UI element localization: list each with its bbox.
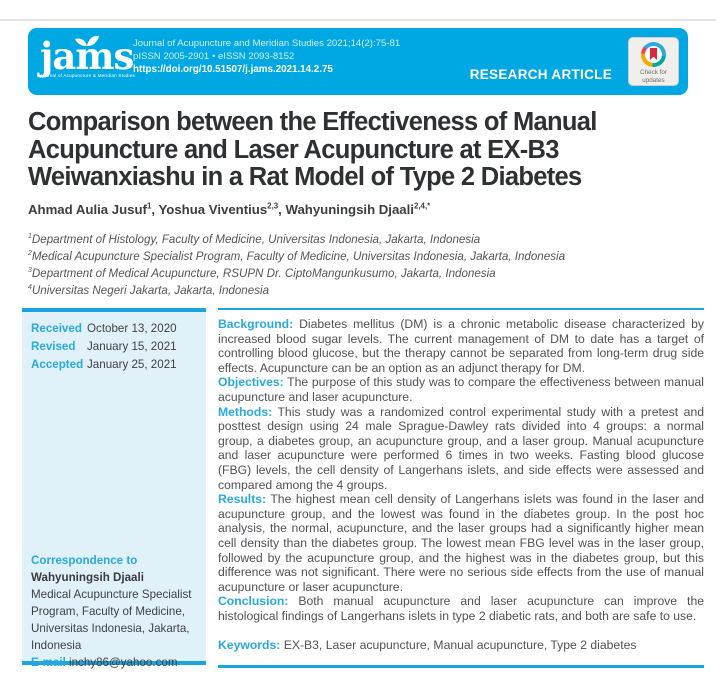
abstract-results: Results: The highest mean cell density o…: [218, 492, 704, 594]
abstract-background: Background: Diabetes mellitus (DM) is a …: [218, 317, 705, 375]
leaf-icon: [74, 34, 100, 52]
page-top-divider: [0, 19, 716, 21]
revised-date: January 15, 2021: [87, 340, 177, 353]
received-row: Received October 13, 2020: [31, 320, 202, 338]
author-affiliation-sup: 2,3: [267, 201, 279, 211]
conclusion-label: Conclusion:: [218, 594, 289, 609]
journal-logo: jams Journal of Acupuncture & Meridian S…: [40, 34, 140, 78]
journal-logo-tagline: Journal of Acupuncture & Meridian Studie…: [40, 73, 136, 78]
email-link[interactable]: inchy86@yahoo.com: [69, 656, 178, 669]
methods-label: Methods:: [218, 404, 273, 419]
author-affiliation-sup: 1: [146, 201, 152, 211]
affiliations-block: 1Department of Histology, Faculty of Med…: [28, 231, 668, 299]
correspondence-name: Wahyuningsih Djaali: [31, 571, 144, 584]
affiliation-line: 3Department of Medical Acupuncture, RSUP…: [28, 267, 496, 280]
bookmark-ribbon-icon: [650, 48, 657, 60]
journal-header-banner: jams Journal of Acupuncture & Meridian S…: [28, 28, 688, 95]
check-for-updates-badge[interactable]: Check for updates: [628, 37, 679, 86]
keywords-label: Keywords:: [218, 638, 281, 653]
journal-logo-text: jams: [40, 34, 134, 78]
abstract-conclusion: Conclusion: Both manual acupuncture and …: [218, 594, 704, 623]
abstract-methods: Methods: This study was a randomized con…: [218, 404, 705, 492]
revised-row: Revised January 15, 2021: [31, 338, 202, 356]
accepted-row: Accepted January 25, 2021: [31, 356, 202, 374]
keywords-line: Keywords: EX-B3, Laser acupuncture, Manu…: [218, 638, 637, 653]
article-type-label: RESEARCH ARTICLE: [469, 67, 612, 82]
objectives-label: Objectives:: [218, 375, 284, 390]
article-history-sidebar: Received October 13, 2020 Revised Januar…: [22, 308, 206, 669]
correspondence-address: Medical Acupuncture Specialist Program, …: [31, 588, 192, 652]
received-date: October 13, 2020: [87, 322, 177, 335]
email-label: E-mail: [31, 656, 66, 669]
history-block: Received October 13, 2020 Revised Januar…: [31, 320, 202, 374]
abstract-section: Background: Diabetes mellitus (DM) is a …: [218, 308, 705, 669]
author-name: Wahyuningsih Djaali2,4,*: [285, 201, 431, 217]
citation-block: Journal of Acupuncture and Meridian Stud…: [133, 37, 400, 77]
revised-label: Revised: [31, 340, 76, 353]
results-label: Results:: [218, 492, 267, 507]
affiliation-line: 2Medical Acupuncture Specialist Program,…: [28, 250, 566, 263]
authors-line: Ahmad Aulia Jusuf1, Yoshua Viventius2,3,…: [28, 202, 668, 217]
accepted-date: January 25, 2021: [87, 358, 177, 371]
doi-link[interactable]: https://doi.org/10.51507/j.jams.2021.14.…: [133, 64, 333, 75]
abstract-objectives: Objectives: The purpose of this study wa…: [218, 375, 704, 404]
background-label: Background:: [218, 317, 294, 331]
author-name: Ahmad Aulia Jusuf1,: [28, 201, 159, 217]
affiliation-line: 1Department of Histology, Faculty of Med…: [28, 233, 481, 246]
received-label: Received: [31, 322, 82, 335]
email-line: E-mail inchy86@yahoo.com: [31, 654, 200, 671]
correspondence-block: Correspondence to Wahyuningsih Djaali Me…: [31, 552, 200, 671]
correspondence-heading: Correspondence to: [31, 554, 138, 567]
citation-line: Journal of Acupuncture and Meridian Stud…: [133, 38, 401, 49]
check-badge-label: Check for updates: [640, 69, 667, 84]
accepted-label: Accepted: [31, 358, 84, 371]
crossmark-icon: [641, 42, 666, 67]
page-title: Comparison between the Effectiveness of …: [28, 108, 597, 191]
issn-line: pISSN 2005-2901 • eISSN 2093-8152: [133, 51, 295, 62]
affiliation-line: 4Universitas Negeri Jakarta, Jakarta, In…: [28, 284, 270, 297]
author-name: Yoshua Viventius2,3,: [158, 201, 286, 217]
author-affiliation-sup: 2,4,*: [413, 201, 431, 211]
